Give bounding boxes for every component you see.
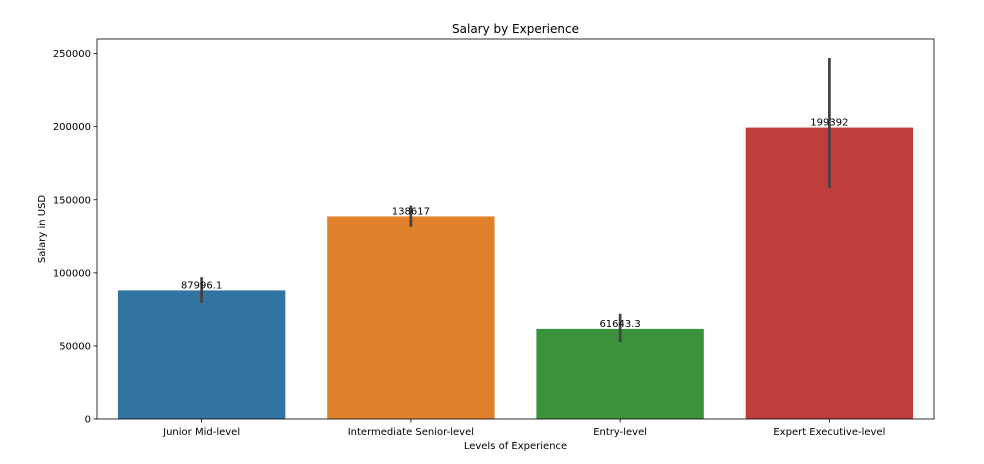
plot-frame	[96, 38, 935, 420]
y-tick-label-0: 0	[85, 415, 91, 426]
data-labels-layer: 87996.1 138617 61643.3 199392	[181, 118, 849, 330]
y-tick-label-3: 150000	[53, 195, 91, 206]
x-tick-label-1: Intermediate Senior-level	[348, 427, 474, 438]
x-tick-label-2: Entry-level	[593, 427, 647, 438]
chart-title: Salary by Experience	[452, 22, 579, 36]
data-label-0: 87996.1	[181, 280, 222, 291]
bars-layer	[117, 127, 914, 419]
bar-0	[117, 290, 286, 419]
x-axis-title: Levels of Experience	[464, 441, 567, 452]
bar-2	[536, 328, 704, 419]
y-tick-label-1: 50000	[59, 341, 91, 352]
y-tick-label-4: 200000	[53, 122, 91, 133]
error-bars-layer	[200, 58, 831, 343]
y-axis-title: Salary in USD	[37, 195, 48, 264]
x-axis: Junior Mid-level Intermediate Senior-leve…	[162, 419, 885, 438]
y-tick-label-2: 100000	[53, 268, 91, 279]
data-label-2: 61643.3	[599, 319, 640, 330]
y-axis: 0 50000 100000 150000 200000 250000	[53, 49, 97, 426]
x-tick-label-0: Junior Mid-level	[162, 427, 240, 438]
x-tick-label-3: Expert Executive-level	[773, 427, 885, 438]
bar-1	[327, 216, 495, 419]
data-label-1: 138617	[392, 206, 430, 217]
y-tick-label-5: 250000	[53, 49, 91, 60]
data-label-3: 199392	[810, 118, 848, 129]
